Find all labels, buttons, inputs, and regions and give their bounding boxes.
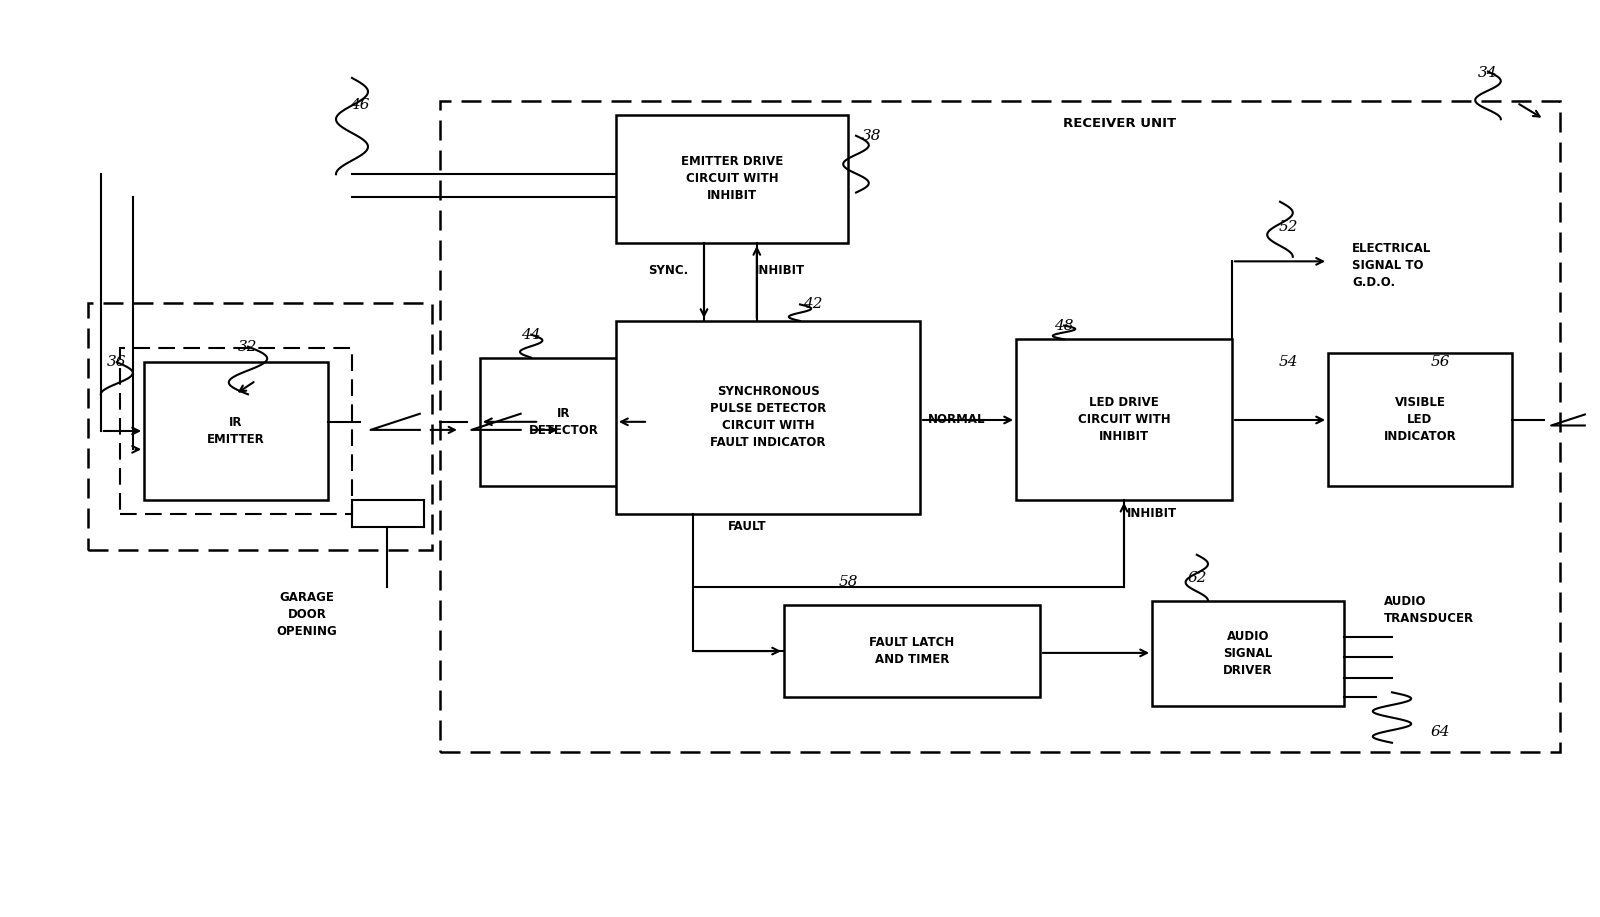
Bar	[784, 605, 1040, 697]
Text: 46: 46	[350, 98, 370, 113]
Text: ELECTRICAL
SIGNAL TO
G.D.O.: ELECTRICAL SIGNAL TO G.D.O.	[1352, 242, 1432, 290]
Text: 48: 48	[1054, 318, 1074, 333]
Text: LED DRIVE
CIRCUIT WITH
INHIBIT: LED DRIVE CIRCUIT WITH INHIBIT	[1078, 396, 1170, 443]
Text: GARAGE
DOOR
OPENING: GARAGE DOOR OPENING	[277, 591, 338, 638]
Text: 44: 44	[522, 327, 541, 342]
Text: EMITTER DRIVE
CIRCUIT WITH
INHIBIT: EMITTER DRIVE CIRCUIT WITH INHIBIT	[682, 155, 782, 203]
Text: INHIBIT: INHIBIT	[755, 264, 805, 277]
Text: 34: 34	[1478, 66, 1498, 81]
Text: SYNC.: SYNC.	[648, 264, 688, 277]
Bar	[1016, 339, 1232, 500]
Text: RECEIVER UNIT: RECEIVER UNIT	[1064, 117, 1176, 130]
Text: IR
EMITTER: IR EMITTER	[206, 416, 266, 446]
Text: 58: 58	[838, 575, 858, 590]
Bar	[1152, 601, 1344, 706]
Bar	[440, 101, 1560, 752]
Bar	[88, 303, 432, 550]
Text: 54: 54	[1278, 355, 1298, 370]
Text: NORMAL: NORMAL	[928, 414, 986, 426]
Bar	[616, 115, 848, 243]
Bar	[616, 321, 920, 514]
Text: VISIBLE
LED
INDICATOR: VISIBLE LED INDICATOR	[1384, 396, 1456, 443]
Text: 32: 32	[238, 339, 258, 354]
Text: 56: 56	[1430, 355, 1450, 370]
Bar	[480, 358, 648, 486]
Bar	[1328, 353, 1512, 486]
Text: 42: 42	[803, 297, 822, 312]
Text: AUDIO
SIGNAL
DRIVER: AUDIO SIGNAL DRIVER	[1224, 630, 1272, 677]
Text: INHIBIT: INHIBIT	[1126, 507, 1176, 520]
Text: 38: 38	[862, 128, 882, 143]
Bar	[120, 348, 352, 514]
Text: 64: 64	[1430, 724, 1450, 739]
Text: SYNCHRONOUS
PULSE DETECTOR
CIRCUIT WITH
FAULT INDICATOR: SYNCHRONOUS PULSE DETECTOR CIRCUIT WITH …	[710, 385, 826, 449]
Text: 36: 36	[107, 355, 126, 370]
Text: AUDIO
TRANSDUCER: AUDIO TRANSDUCER	[1384, 595, 1474, 624]
Text: FAULT LATCH
AND TIMER: FAULT LATCH AND TIMER	[869, 636, 955, 666]
Bar	[144, 362, 328, 500]
Text: 52: 52	[1278, 220, 1298, 235]
Text: FAULT: FAULT	[728, 520, 766, 533]
Text: 62: 62	[1187, 570, 1206, 585]
Text: IR
DETECTOR: IR DETECTOR	[530, 407, 598, 436]
